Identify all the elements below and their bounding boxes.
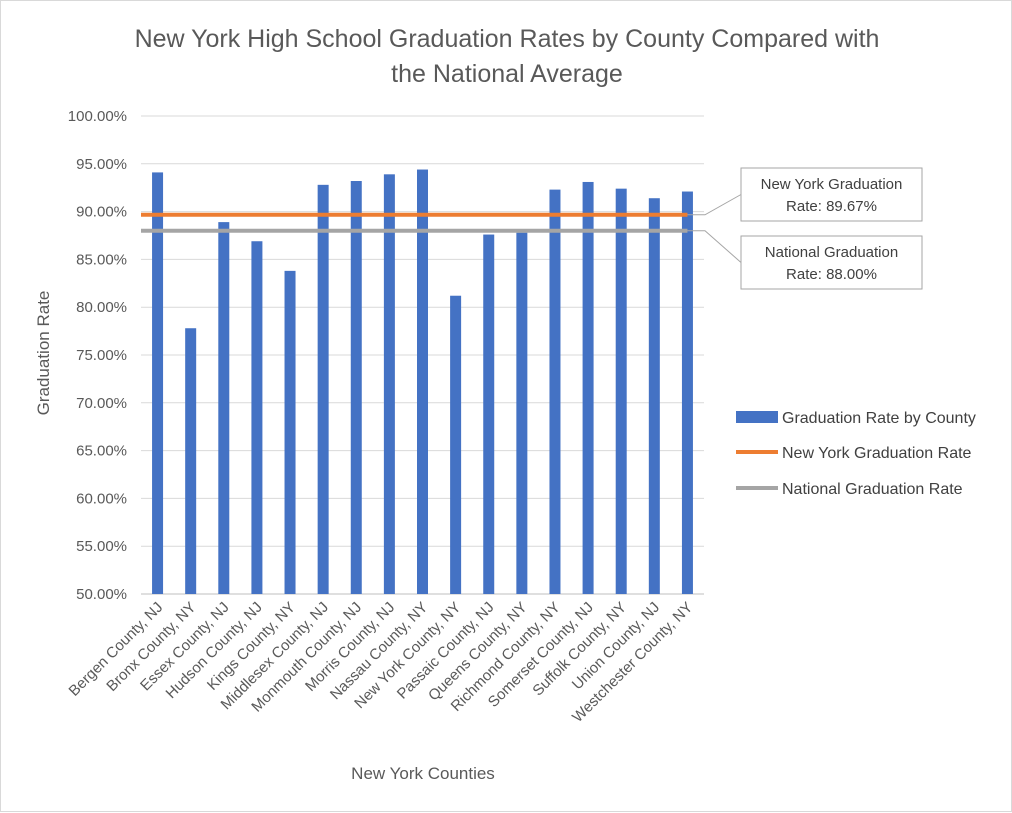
legend-swatch-bar — [736, 411, 778, 423]
y-tick-label: 75.00% — [76, 347, 127, 364]
callout-box — [740, 167, 923, 222]
callout-text: Rate: 89.67% — [786, 198, 877, 215]
y-tick-label: 65.00% — [76, 443, 127, 460]
callout-box — [740, 235, 923, 290]
reference-lines — [141, 212, 688, 233]
y-tick-label: 85.00% — [76, 251, 127, 268]
bar — [152, 172, 164, 595]
bar — [549, 189, 561, 594]
bar-series — [152, 169, 693, 595]
bar — [615, 188, 627, 594]
bar — [483, 234, 495, 594]
chart-title-line-1: New York High School Graduation Rates by… — [135, 25, 880, 53]
bar — [218, 222, 230, 594]
callout-text: New York Graduation — [761, 176, 903, 193]
bar — [317, 184, 329, 594]
bar — [417, 169, 428, 594]
chart-title-line-2: the National Average — [391, 60, 623, 88]
y-tick-label: 80.00% — [76, 299, 127, 316]
bar — [185, 328, 197, 594]
bar — [284, 270, 296, 594]
y-tick-label: 60.00% — [76, 490, 127, 507]
callout-leader — [687, 194, 742, 216]
legend: Graduation Rate by County New York Gradua… — [736, 410, 976, 498]
y-tick-label: 100.00% — [68, 108, 127, 125]
bar — [681, 191, 693, 595]
bar — [383, 174, 395, 595]
y-axis-ticks: 50.00% 55.00% 60.00% 65.00% 70.00% 75.00% 80.0… — [68, 108, 127, 603]
bar — [350, 181, 362, 594]
y-tick-label: 90.00% — [76, 204, 127, 221]
y-tick-label: 55.00% — [76, 538, 127, 555]
y-axis-title: Graduation Rate — [34, 291, 53, 416]
bar — [516, 232, 528, 594]
legend-label: National Graduation Rate — [782, 481, 963, 498]
callout-text: National Graduation — [765, 244, 898, 261]
bar — [648, 198, 660, 594]
callout-leader — [687, 230, 742, 263]
y-tick-label: 50.00% — [76, 586, 127, 603]
bar — [582, 181, 594, 595]
x-axis-title: New York Counties — [351, 764, 495, 783]
legend-label: New York Graduation Rate — [782, 445, 972, 462]
y-tick-label: 70.00% — [76, 395, 127, 412]
callout-text: Rate: 88.00% — [786, 266, 877, 283]
bar — [251, 241, 263, 594]
bar — [450, 295, 462, 594]
y-tick-label: 95.00% — [76, 156, 127, 173]
legend-label: Graduation Rate by County — [782, 410, 976, 427]
callouts: New York Graduation Rate: 89.67% National … — [687, 167, 923, 290]
